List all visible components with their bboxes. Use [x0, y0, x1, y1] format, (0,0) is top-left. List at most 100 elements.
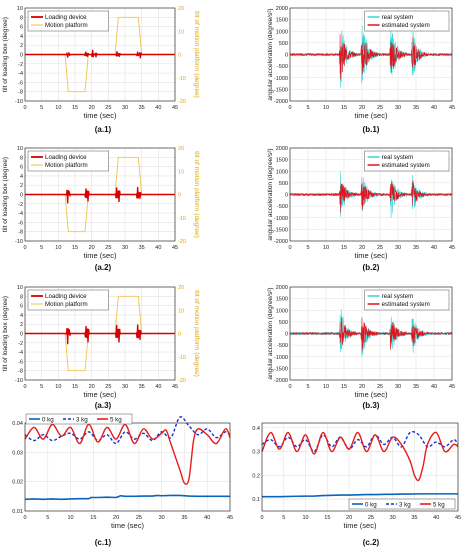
x-axis-label: time (sec) — [84, 111, 117, 120]
y-tick-label: -2 — [18, 62, 23, 68]
legend-box — [364, 289, 450, 311]
x-tick-label: 40 — [155, 245, 161, 251]
y-tick-label: -1500 — [274, 227, 288, 233]
y-axis-label: angular acceleration (degree/s²) — [267, 148, 274, 240]
y-tick-label: 0 — [285, 193, 288, 199]
x-tick-label: 10 — [323, 245, 329, 251]
legend-label: estimated system — [382, 162, 430, 169]
legend-box — [348, 498, 456, 510]
y-tick-label: 0.3 — [252, 450, 260, 456]
y-tick-label: 1500 — [276, 18, 288, 24]
y2-tick-label: -10 — [178, 76, 186, 82]
chart-c2: 0 5 10 15 20 25 30 35 40 45 0.1 0.2 0.3 0.4 time (sec)… — [252, 422, 461, 547]
x-axis-label: time (sec) — [111, 521, 144, 530]
x-tick-label: 20 — [89, 105, 95, 111]
legend-label: estimated system — [382, 22, 430, 29]
chart-a1: 0 5 10 15 20 25 30 35 40 45-10-8-6-4-20246810time… — [2, 6, 200, 134]
x-tick-label: 30 — [395, 245, 401, 251]
x-axis-label: time (sec) — [355, 111, 388, 120]
legend-box — [27, 150, 109, 172]
x-tick-label: 10 — [55, 384, 61, 390]
y-tick-label: -10 — [15, 99, 23, 105]
y-tick-label: -500 — [277, 204, 288, 210]
legend-label: Loading device — [45, 154, 87, 161]
y-tick-label: 0.04 — [12, 421, 23, 427]
y-tick-label: -4 — [18, 211, 23, 217]
x-tick-label: 45 — [172, 384, 178, 390]
x-tick-label: 0 — [23, 515, 26, 521]
y-tick-label: -6 — [18, 80, 23, 86]
x-tick-label: 40 — [433, 515, 439, 521]
y2-tick-label: 20 — [178, 146, 184, 152]
y2-tick-label: -20 — [178, 378, 186, 384]
legend-label: Loading device — [45, 14, 87, 21]
x-tick-label: 40 — [431, 105, 437, 111]
x-tick-label: 5 — [306, 105, 309, 111]
x-tick-label: 45 — [449, 105, 455, 111]
y-tick-label: 4 — [20, 174, 23, 180]
x-axis-label: time (sec) — [344, 521, 377, 530]
x-tick-label: 35 — [413, 245, 419, 251]
y-axis-label: tilt of loading box (degree) — [2, 17, 9, 92]
x-tick-label: 20 — [346, 515, 352, 521]
x-tick-label: 45 — [455, 515, 461, 521]
legend-label: 3 kg — [399, 501, 411, 508]
figure-caption: (c.2) — [363, 538, 380, 547]
y-tick-label: 6 — [20, 25, 23, 31]
y-tick-label: -2000 — [274, 378, 288, 384]
series-0kg-line — [24, 494, 230, 501]
x-tick-label: 35 — [413, 105, 419, 111]
y-axis-label: angular acceleration (degree/s²) — [267, 8, 274, 100]
y-tick-label: 6 — [20, 304, 23, 310]
y2-tick-label: 0 — [178, 53, 181, 59]
y-tick-label: 1000 — [276, 308, 288, 314]
x-tick-label: 30 — [390, 515, 396, 521]
x-tick-label: 35 — [411, 515, 417, 521]
y-tick-label: 4 — [20, 34, 23, 40]
y-tick-label: 500 — [279, 181, 288, 187]
x-tick-label: 40 — [204, 515, 210, 521]
x-tick-label: 35 — [139, 384, 145, 390]
y-tick-label: 0.01 — [12, 509, 23, 515]
y-tick-label: -2000 — [274, 239, 288, 245]
x-tick-label: 30 — [395, 105, 401, 111]
x-tick-label: 35 — [181, 515, 187, 521]
y-tick-label: 2 — [20, 183, 23, 189]
y2-axis-label: tilt of motion platform (degree) — [193, 151, 200, 238]
chart-b2: 0 5 10 15 20 25 30 35 40 45 -2000 -1500 -1000 -500 0 50… — [267, 146, 455, 272]
y-axis-label: tilt of loading box (degree) — [2, 157, 9, 232]
series-0kg-line — [262, 493, 458, 498]
chart-b1: 0 5 10 15 20 25 30 35 40 45 -2000 -1500 -1000 -500 0 50… — [267, 6, 455, 134]
x-tick-label: 0 — [23, 105, 26, 111]
plot-border — [289, 7, 453, 102]
plot-border — [289, 286, 453, 381]
x-tick-label: 15 — [72, 384, 78, 390]
y-tick-label: -1000 — [274, 216, 288, 222]
y-tick-label: -6 — [18, 220, 23, 226]
y-tick-label: -1500 — [274, 366, 288, 372]
loading-device-line — [24, 324, 176, 345]
legend-box — [25, 413, 133, 425]
x-tick-label: 20 — [89, 245, 95, 251]
x-tick-label: 5 — [282, 515, 285, 521]
y-tick-label: -10 — [15, 239, 23, 245]
y-tick-label: -2 — [18, 341, 23, 347]
y-tick-label: 2000 — [276, 146, 288, 152]
y-tick-label: -10 — [15, 378, 23, 384]
y-tick-label: -4 — [18, 71, 23, 77]
x-tick-label: 5 — [40, 245, 43, 251]
x-tick-label: 40 — [155, 384, 161, 390]
estimated-system-line — [289, 34, 453, 80]
x-tick-label: 40 — [431, 384, 437, 390]
y-tick-label: 1000 — [276, 29, 288, 35]
legend-label: 5 kg — [433, 501, 445, 508]
legend-label: 3 kg — [76, 416, 88, 423]
legend-box — [27, 289, 109, 311]
x-tick-label: 40 — [155, 105, 161, 111]
x-axis-label: time (sec) — [355, 390, 388, 399]
y-tick-label: 0.2 — [252, 473, 260, 479]
y-tick-label: -8 — [18, 230, 23, 236]
y2-tick-label: -10 — [178, 355, 186, 361]
loading-device-line — [24, 186, 176, 204]
